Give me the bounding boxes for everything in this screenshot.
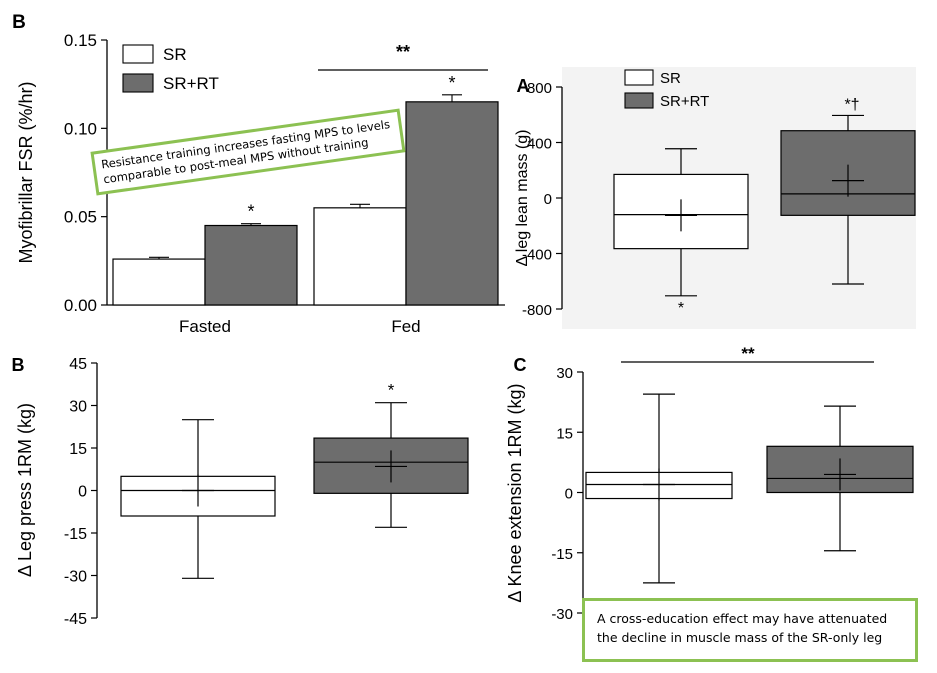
- lean-legend-swatch: [624, 69, 654, 86]
- lean-sig-srrt: *†: [844, 96, 859, 113]
- legpress-y-tick-label: -45: [64, 611, 87, 628]
- cross-education-callout: A cross-education effect may have attenu…: [582, 598, 918, 662]
- fsr-bar: [313, 207, 407, 306]
- lean-legend-swatch: [624, 92, 654, 109]
- knee-y-tick-label: -15: [551, 546, 573, 563]
- fsr-sig-fasted: *: [247, 202, 254, 222]
- lean-y-tick-label: -800: [522, 302, 552, 319]
- fsr-legend-label: SR: [163, 45, 187, 64]
- fsr-y-tick-label: 0.15: [64, 31, 97, 50]
- fsr-bar: [112, 258, 206, 306]
- knee-y-tick-label: 15: [556, 425, 573, 442]
- fsr-panel-label: B: [12, 12, 26, 33]
- knee-y-tick-label: 0: [565, 486, 573, 503]
- fsr-legend-label: SR+RT: [163, 74, 219, 93]
- lean-y-tick-label: 0: [544, 191, 552, 208]
- fsr-y-tick-label: 0.05: [64, 208, 97, 227]
- lean-y-tick-label: 800: [527, 80, 552, 97]
- knee-y-tick-label: 30: [556, 365, 573, 382]
- lean-y-tick-label: 400: [527, 136, 552, 153]
- legpress-y-tick-label: -30: [64, 569, 87, 586]
- legpress-sig-srrt: *: [388, 381, 395, 400]
- lean-y-tick-label: -400: [522, 247, 552, 264]
- legpress-y-tick-label: 15: [69, 441, 87, 458]
- lean-y-axis-label: Δ leg lean mass (g): [514, 130, 531, 267]
- fsr-legend-swatch: [122, 44, 154, 64]
- fsr-bar: [204, 224, 298, 306]
- fsr-y-tick-label: 0.10: [64, 119, 97, 138]
- knee-y-tick-label: -30: [551, 606, 573, 623]
- lean-sig-sr: *: [678, 300, 684, 317]
- fsr-legend-swatch: [122, 73, 154, 93]
- legpress-y-tick-label: 45: [69, 356, 87, 373]
- fsr-fed-group-mark: **: [396, 42, 410, 62]
- legpress-y-axis-label: Δ Leg press 1RM (kg): [15, 403, 35, 577]
- lean-legend-label: SR+RT: [660, 93, 709, 110]
- fsr-sig-fed: *: [448, 73, 455, 93]
- fsr-bar: [405, 101, 499, 306]
- knee-y-axis-label: Δ Knee extension 1RM (kg): [505, 383, 525, 602]
- legpress-y-tick-label: 30: [69, 399, 87, 416]
- lean-panel-label: A: [517, 76, 530, 96]
- cross-education-callout-text: A cross-education effect may have attenu…: [597, 611, 888, 645]
- fsr-category-label: Fasted: [179, 317, 231, 336]
- legpress-panel-label: B: [12, 355, 25, 375]
- knee-between-mark: **: [741, 344, 755, 363]
- fsr-y-tick-label: 0.00: [64, 296, 97, 315]
- lean-box: [780, 130, 916, 216]
- fsr-y-axis-label: Myofibrillar FSR (%/hr): [16, 81, 36, 263]
- legpress-y-tick-label: -15: [64, 526, 87, 543]
- legpress-y-tick-label: 0: [78, 484, 87, 501]
- fsr-category-label: Fed: [391, 317, 420, 336]
- knee-panel-label: C: [514, 355, 527, 375]
- lean-legend-label: SR: [660, 70, 681, 87]
